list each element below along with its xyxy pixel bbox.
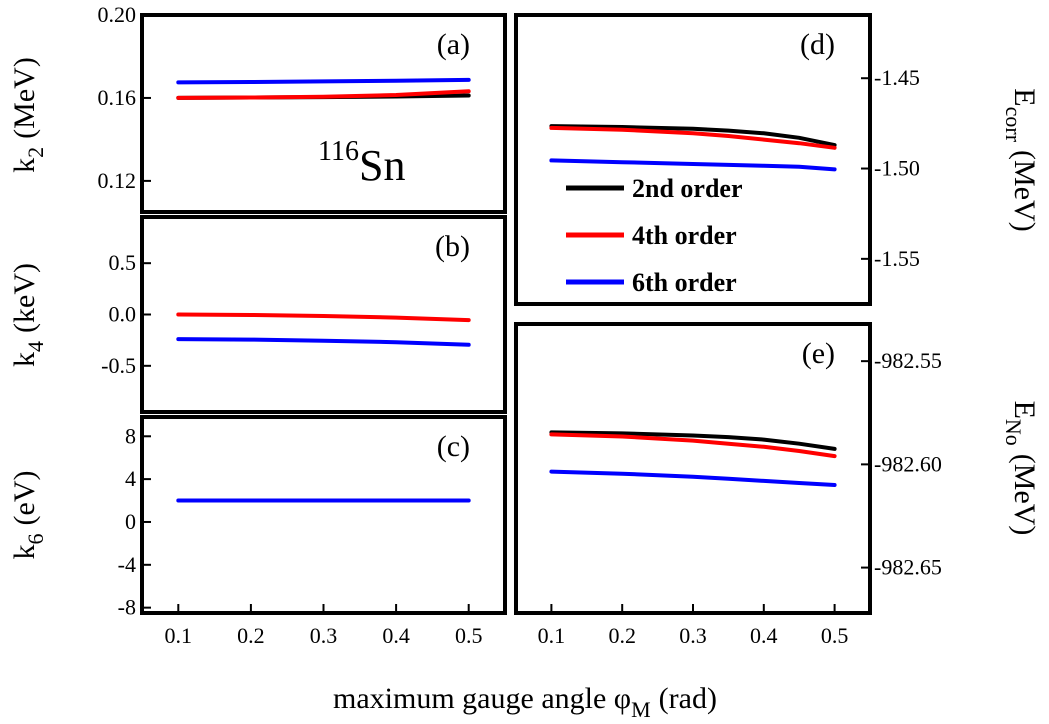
y-tick-label-c: -4 [118,552,136,577]
panels: 0.120.160.20(a)k2(MeV)-0.50.00.5 (b)k4(ke… [8,2,1041,648]
series-line-e-2nd-order [549,430,837,451]
y-tick-label-c: 4 [125,466,136,491]
y-axis-label-sub-d: corr [1001,107,1026,143]
y-axis-label-main-a: k [8,158,41,173]
y-tick-label-e: -982.55 [874,348,942,373]
y-axis-label-d: Ecorr (MeV) [1001,88,1041,231]
y-axis-label-unit-e: (MeV) [1008,454,1041,536]
y-tick-label-e: -982.60 [874,451,942,476]
panel-label-a: (a) [437,28,470,61]
series-line-d-4th-order [549,125,837,150]
y-axis-label-unit-d: (MeV) [1008,150,1041,232]
x-tick-label-c: 0.3 [310,623,338,648]
y-axis-label-sub-e: No [1001,419,1026,446]
x-axis-label-main: maximum gauge angle φ [333,682,631,715]
y-tick-label-a: 0.20 [98,2,137,27]
series-line-a-4th-order [176,89,471,100]
x-tick-label-e: 0.4 [750,623,778,648]
y-tick-label-c: 0 [125,509,136,534]
series-line-a-6th-order [176,77,471,85]
x-tick-label-c: 0.4 [382,623,410,648]
y-tick-label-e: -982.65 [874,555,942,580]
y-tick-label-a: 0.16 [98,85,137,110]
y-tick-label-d: -1.45 [874,65,920,90]
y-tick-label-b: 0.5 [109,250,137,275]
series-line-b-4th-order [176,312,471,323]
y-tick-label-b: 0.0 [109,302,137,327]
legend-label-6th-order: 6th order [632,268,737,297]
series-line-b-6th-order [176,337,471,347]
panel-b: -0.5 0.0 0.5 (b) k4 (keV) [8,215,507,414]
panel-label-d: (d) [800,28,835,61]
y-axis-label-sub-c: 6 [23,533,48,544]
series-line-e-6th-order [549,469,837,487]
panel-a: 0.12 0.16 0.20 (a) k2 (MeV) [8,2,507,214]
panel-frame-d [514,13,872,306]
x-tick-label-c: 0.1 [165,623,193,648]
x-axis-label-sub: M [631,697,651,722]
x-axis-label-tail: (rad) [659,682,717,715]
y-tick-label-b: -0.5 [101,353,136,378]
panel-label-e: (e) [802,337,835,370]
panel-label-b: (b) [435,230,470,263]
panel-frame-a [140,13,507,214]
y-axis-label-main-b: k [8,352,41,367]
y-axis-label-e: ENo (MeV) [1001,401,1041,536]
legend-label-4th-order: 4th order [632,221,737,250]
y-tick-label-c: -8 [118,595,136,620]
y-axis-label-sub-b: 4 [23,341,48,352]
y-axis-label-main-d: E [1008,88,1041,106]
x-tick-label-e: 0.5 [821,623,849,648]
series-line-d-6th-order [549,158,837,172]
nucleus-symbol: Sn [359,141,405,190]
y-axis-label-sub-a: 2 [23,147,48,158]
panel-e: -982.55 -982.60 -982.65 0.1 0.2 0.3 0.4 0.5 (e) E… [514,322,1041,648]
y-axis-label-a: k2 (MeV) [8,57,48,173]
x-axis-label: maximum gauge angle φM (rad) [333,682,717,722]
y-axis-label-main-c: k [8,544,41,559]
y-tick-label-c: 8 [125,423,136,448]
legend: 2nd order 4th order 6th order [566,174,743,297]
series-line-e-4th-order [549,432,837,459]
nucleus-label: 116Sn [318,136,405,190]
y-axis-label-b: k4 (keV) [8,263,48,367]
panel-d: -1.45 -1.50 -1.55 (d) Ecorr (MeV) [514,13,1041,306]
y-axis-label-unit-b: (keV) [8,263,41,333]
y-axis-label-c: k6 (eV) [8,471,48,560]
x-tick-label-c: 0.5 [455,623,483,648]
x-tick-label-e: 0.1 [538,623,566,648]
y-tick-label-d: -1.55 [874,246,920,271]
panel-label-c: (c) [437,430,470,463]
y-axis-label-unit-a: (MeV) [8,57,41,139]
x-tick-label-c: 0.2 [237,623,265,648]
y-axis-label-unit-c: (eV) [8,471,41,526]
y-tick-label-a: 0.12 [98,168,137,193]
legend-label-2nd-order: 2nd order [632,174,743,203]
panel-c: -8 -4 0 4 8 0.1 0.2 0.3 0.4 0.5 (c) k6 (eV) [8,415,507,648]
nucleus-mass: 116 [318,136,359,167]
y-tick-label-d: -1.50 [874,156,920,181]
series-line-d-2nd-order [549,124,837,148]
x-tick-label-e: 0.2 [608,623,636,648]
y-axis-label-main-e: E [1008,401,1041,419]
x-tick-label-e: 0.3 [679,623,707,648]
